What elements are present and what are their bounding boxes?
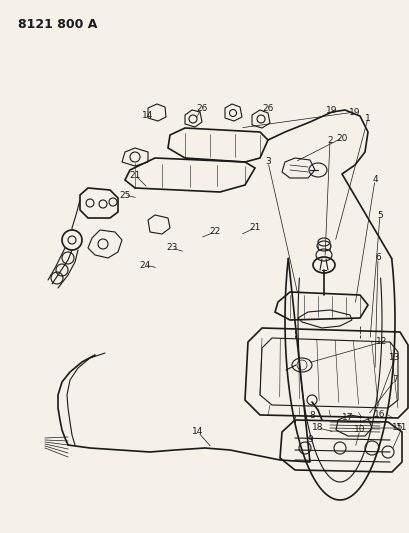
Text: 14: 14 — [142, 110, 153, 119]
Text: 8121 800 A: 8121 800 A — [18, 18, 97, 31]
Text: 25: 25 — [119, 190, 130, 199]
Text: 2: 2 — [326, 135, 332, 144]
Text: 19: 19 — [326, 106, 337, 115]
Text: 24: 24 — [139, 261, 150, 270]
Text: 8: 8 — [308, 411, 314, 421]
Text: 17: 17 — [342, 414, 353, 423]
Text: 22: 22 — [209, 228, 220, 237]
Text: 26: 26 — [196, 103, 207, 112]
Text: 19: 19 — [348, 108, 360, 117]
Text: 10: 10 — [353, 425, 365, 434]
Text: 23: 23 — [166, 244, 177, 253]
Text: 15: 15 — [391, 424, 403, 432]
Text: 21: 21 — [249, 223, 260, 232]
Text: 13: 13 — [388, 353, 400, 362]
Text: 9: 9 — [306, 435, 312, 445]
Text: 14: 14 — [192, 427, 203, 437]
Text: 4: 4 — [371, 175, 377, 184]
Text: 21: 21 — [129, 171, 140, 180]
Text: 26: 26 — [262, 103, 273, 112]
Text: 6: 6 — [374, 254, 380, 262]
Text: 12: 12 — [375, 337, 387, 346]
Text: 1: 1 — [364, 114, 370, 123]
Text: 16: 16 — [373, 410, 385, 419]
Text: 18: 18 — [312, 424, 323, 432]
Text: 7: 7 — [391, 376, 397, 384]
Text: 3: 3 — [265, 157, 270, 166]
Text: 11: 11 — [395, 424, 407, 432]
Text: 5: 5 — [376, 211, 382, 220]
Text: 20: 20 — [335, 133, 347, 142]
